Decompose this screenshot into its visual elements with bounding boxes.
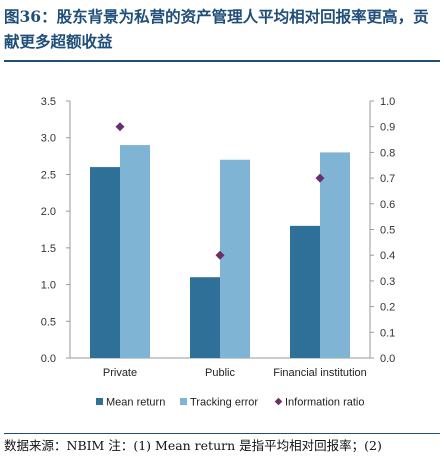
x-axis-labels: Private Public Financial institution — [103, 367, 367, 379]
right-tick-label: 0.1 — [380, 327, 395, 339]
bar-tracking-error-public — [220, 159, 250, 358]
bar-tracking-error-financial-institution — [320, 152, 350, 358]
left-tick-label: 2.5 — [41, 169, 56, 181]
marker-series — [115, 122, 325, 260]
category-label: Private — [103, 367, 137, 379]
legend-label: Information ratio — [285, 397, 364, 409]
legend-label: Mean return — [106, 397, 165, 409]
right-y-axis: 0.0 0.1 0.2 0.3 0.4 0.5 0.6 0.7 0.8 0.9 1.0 — [369, 96, 395, 365]
bar-tracking-error-private — [120, 145, 150, 358]
left-tick-label: 0.5 — [41, 316, 56, 328]
legend-swatch — [180, 398, 187, 405]
marker-information-ratio-financial-institution — [315, 173, 325, 183]
right-tick-label: 0.0 — [380, 353, 395, 365]
footer-rule — [4, 433, 440, 434]
left-tick-label: 2.0 — [41, 206, 56, 218]
bar-mean-return-public — [190, 277, 220, 358]
left-tick-label: 0.0 — [41, 353, 56, 365]
right-tick-label: 0.2 — [380, 302, 395, 314]
right-tick-label: 1.0 — [380, 96, 395, 108]
right-tick-label: 0.4 — [380, 250, 395, 262]
left-tick-label: 1.5 — [41, 243, 56, 255]
category-label: Public — [205, 367, 235, 379]
bar-series — [90, 145, 350, 358]
marker-information-ratio-public — [215, 250, 225, 260]
right-tick-label: 0.9 — [380, 122, 395, 134]
right-tick-label: 0.5 — [380, 225, 395, 237]
marker-information-ratio-private — [115, 122, 125, 132]
legend-swatch — [96, 398, 103, 405]
left-tick-label: 1.0 — [41, 280, 56, 292]
bar-chart: 0.0 0.5 1.0 1.5 2.0 2.5 3.0 3.5 0.0 0.1 0.2 0.3 0.4… — [41, 96, 396, 409]
legend-swatch — [274, 397, 283, 406]
right-tick-label: 0.3 — [380, 276, 395, 288]
left-tick-label: 3.0 — [41, 133, 56, 145]
legend-label: Tracking error — [190, 397, 258, 409]
left-tick-label: 3.5 — [41, 96, 56, 108]
legend: Mean return Tracking error Information rat… — [96, 397, 364, 409]
category-label: Financial institution — [273, 367, 367, 379]
right-tick-label: 0.7 — [380, 173, 395, 185]
bar-mean-return-private — [90, 167, 120, 358]
figure-title: 图36：股东背景为私营的资产管理人平均相对回报率更高，贡献更多超额收益 — [4, 7, 429, 51]
right-tick-label: 0.8 — [380, 147, 395, 159]
title-rule — [4, 60, 440, 62]
bar-mean-return-financial-institution — [290, 225, 320, 358]
right-tick-label: 0.6 — [380, 199, 395, 211]
source-note: 数据来源：NBIM 注：(1) Mean return 是指平均相对回报率；(2… — [4, 438, 382, 453]
